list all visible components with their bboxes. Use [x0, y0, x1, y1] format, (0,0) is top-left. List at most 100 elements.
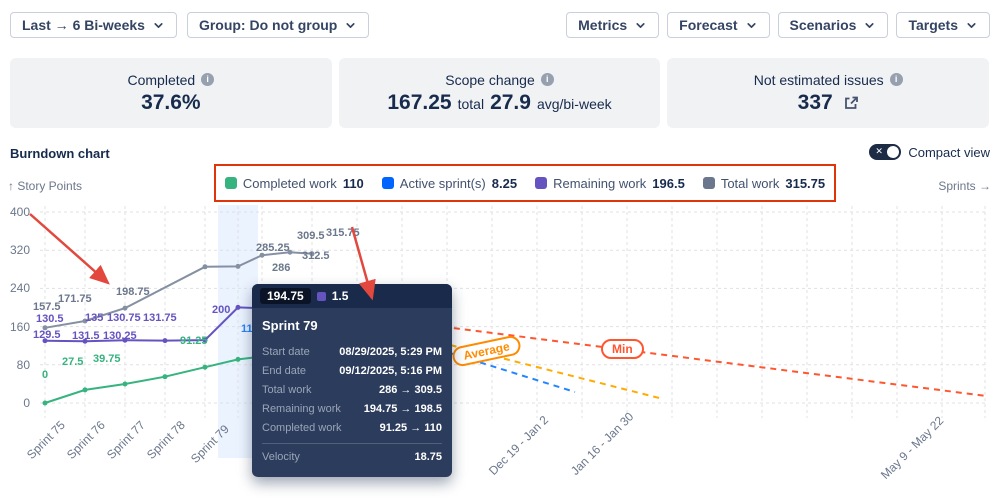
- tooltip-body: Sprint 79 Start date 08/29/2025, 5:29 PM…: [252, 308, 452, 477]
- data-point: [202, 264, 208, 270]
- active-sprint-highlight: [218, 205, 258, 458]
- chart-legend: Completed work 110 Active sprint(s) 8.25…: [224, 175, 826, 191]
- chart-section-title: Burndown chart: [10, 146, 110, 161]
- data-point: [259, 252, 265, 258]
- y-tick-label: 400: [9, 205, 30, 219]
- completed-card-title: Completed: [127, 71, 196, 88]
- tooltip-row-start-date: Start date 08/29/2025, 5:29 PM: [262, 346, 442, 358]
- active-sprint-swatch: [381, 177, 394, 189]
- data-point: [162, 374, 168, 380]
- data-point: [122, 337, 128, 343]
- data-point: [202, 337, 208, 343]
- data-point: [235, 263, 241, 269]
- tooltip-header: 194.75 1.5: [252, 284, 452, 308]
- not-estimated-card: Not estimated issues 337: [667, 58, 990, 128]
- total-work-swatch: [702, 177, 715, 189]
- remaining-work-swatch: [535, 177, 548, 189]
- y-tick-label: 240: [9, 281, 30, 295]
- data-point: [42, 338, 48, 344]
- group-dropdown-label: Group: Do not group: [198, 17, 338, 33]
- tooltip-row-remaining-work: Remaining work 194.75 → 198.5: [262, 403, 442, 415]
- legend-annotation-outline: Completed work 110 Active sprint(s) 8.25…: [214, 164, 836, 202]
- series-total-work: [44, 251, 313, 329]
- legend-value: 110: [342, 175, 364, 191]
- legend-item-completed-work[interactable]: Completed work 110: [224, 175, 364, 191]
- tooltip-row-end-date: End date 09/12/2025, 5:16 PM: [262, 365, 442, 377]
- completed-work-swatch: [224, 177, 237, 189]
- metrics-dropdown[interactable]: Metrics: [566, 12, 660, 38]
- scenarios-dropdown[interactable]: Scenarios: [777, 12, 889, 38]
- legend-item-total-work[interactable]: Total work 315.75: [702, 175, 826, 191]
- data-point: [235, 356, 241, 362]
- y-tick-label: 80: [16, 358, 30, 372]
- not-estimated-count: 337: [797, 90, 833, 114]
- not-estimated-card-value: 337: [798, 91, 859, 115]
- scenarios-dropdown-label: Scenarios: [789, 17, 857, 33]
- toolbar-right: Metrics Forecast Scenarios Targets: [566, 12, 990, 38]
- info-icon[interactable]: [889, 73, 903, 86]
- data-point: [82, 318, 88, 324]
- not-estimated-card-title: Not estimated issues: [753, 71, 884, 88]
- toggle-knob: [887, 146, 900, 158]
- y-tick-label: 0: [23, 396, 30, 410]
- tooltip-row-completed-work: Completed work 91.25 → 110: [262, 422, 442, 434]
- chevron-down-icon: [636, 22, 645, 28]
- scope-avg-value: 27.9: [490, 90, 531, 114]
- period-dropdown-label: Last → 6 Bi-weeks: [22, 17, 145, 33]
- forecast-dropdown-label: Forecast: [679, 17, 738, 33]
- period-dropdown[interactable]: Last → 6 Bi-weeks: [10, 12, 177, 38]
- scope-change-card: Scope change 167.25 total 27.9 avg/bi-we…: [338, 58, 661, 128]
- legend-item-active-sprints[interactable]: Active sprint(s) 8.25: [381, 175, 518, 191]
- info-icon[interactable]: [540, 73, 554, 86]
- hover-series-value: 1.5: [331, 289, 349, 303]
- legend-label: Remaining work: [553, 175, 647, 191]
- data-point: [235, 304, 241, 310]
- chevron-down-icon: [746, 22, 756, 28]
- data-point: [287, 249, 293, 255]
- group-dropdown[interactable]: Group: Do not group: [186, 12, 370, 38]
- hover-value-badge: 194.75: [260, 288, 311, 304]
- data-point: [82, 387, 88, 393]
- data-point: [202, 364, 208, 370]
- compact-view-label: Compact view: [908, 144, 990, 160]
- chevron-down-icon: [967, 22, 976, 28]
- data-point: [122, 381, 128, 387]
- legend-label: Active sprint(s): [399, 175, 486, 191]
- legend-label: Total work: [720, 175, 780, 191]
- scope-change-card-title: Scope change: [445, 71, 535, 88]
- targets-dropdown[interactable]: Targets: [896, 12, 990, 38]
- data-point: [122, 305, 128, 311]
- tooltip-title: Sprint 79: [262, 318, 318, 333]
- compact-view-control: Compact view: [869, 144, 990, 160]
- tooltip-row-total-work: Total work 286 → 309.5: [262, 384, 442, 396]
- completed-card: Completed 37.6%: [10, 58, 332, 128]
- sprint-tooltip: 194.75 1.5 Sprint 79 Start date 08/29/20…: [252, 284, 452, 477]
- y-axis-title: ↑ Story Points: [8, 179, 83, 193]
- chevron-down-icon: [346, 22, 355, 28]
- remaining-work-swatch: [316, 291, 326, 301]
- scope-change-card-value: 167.25 total 27.9 avg/bi-week: [387, 91, 611, 115]
- scope-total-value: 167.25: [387, 90, 452, 114]
- scope-avg-label: avg/bi-week: [536, 95, 612, 112]
- chevron-down-icon: [865, 22, 875, 28]
- x-axis-title: Sprints →: [938, 179, 991, 193]
- info-icon[interactable]: [201, 73, 215, 86]
- external-link-icon[interactable]: [843, 95, 859, 111]
- toolbar-left: Last → 6 Bi-weeks Group: Do not group: [10, 12, 370, 38]
- metrics-dropdown-label: Metrics: [578, 17, 628, 33]
- legend-value: 315.75: [785, 175, 826, 191]
- y-tick-label: 320: [9, 243, 30, 257]
- targets-dropdown-label: Targets: [908, 17, 958, 33]
- completed-card-value: 37.6%: [141, 90, 201, 114]
- tooltip-row-velocity: Velocity 18.75: [262, 443, 442, 467]
- data-point: [42, 325, 48, 331]
- legend-item-remaining-work[interactable]: Remaining work 196.5: [535, 176, 685, 191]
- legend-value: 8.25: [491, 175, 518, 191]
- data-point: [309, 251, 315, 257]
- compact-view-toggle[interactable]: [869, 144, 902, 160]
- scope-total-label: total: [457, 95, 485, 112]
- forecast-dropdown[interactable]: Forecast: [667, 12, 770, 38]
- y-tick-label: 160: [9, 320, 30, 334]
